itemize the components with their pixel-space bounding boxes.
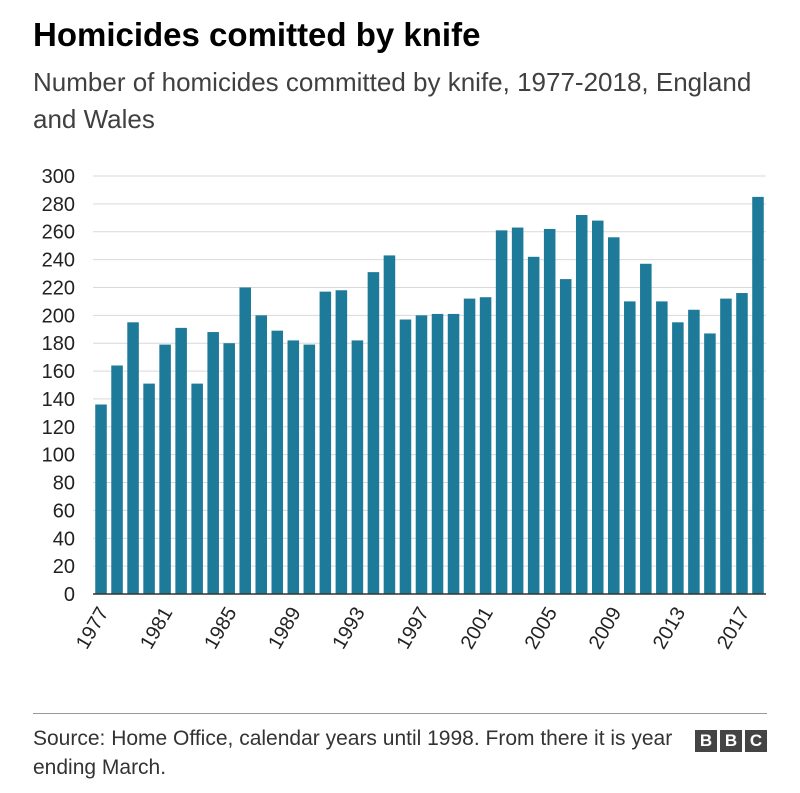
x-tick-label: 2009 [585, 604, 626, 654]
bar-2015: 2015: 187 [704, 333, 716, 594]
y-tick-label: 80 [53, 473, 75, 495]
bar-1987: 1987: 200 [255, 315, 268, 594]
y-tick-label: 300 [42, 166, 75, 188]
bar-1995: 1995: 243 [383, 255, 396, 595]
y-tick-label: 240 [42, 250, 75, 272]
bar-1994: 1994: 231 [367, 272, 380, 594]
bar-1977: 1977: 136 [95, 404, 107, 594]
bbc-logo-letter: B [720, 730, 742, 752]
bar-1985: 1985: 180 [223, 343, 235, 594]
x-tick-label: 2013 [649, 604, 690, 654]
bar-1979: 1979: 195 [127, 322, 139, 594]
bar-2004: 2004: 242 [527, 256, 540, 594]
y-tick-label: 160 [42, 361, 75, 383]
bbc-logo: B B C [695, 730, 767, 752]
bar-2017: 2017: 216 [736, 293, 748, 594]
x-tick-label: 2017 [713, 604, 754, 654]
bbc-logo-letter: C [745, 730, 767, 752]
bar-2000: 2000: 212 [463, 298, 476, 594]
bar-1981: 1981: 179 [159, 344, 171, 594]
bar-2012: 2012: 210 [656, 301, 668, 594]
y-tick-label: 120 [42, 417, 75, 439]
chart-title: Homicides comitted by knife [33, 16, 481, 53]
y-tick-label: 0 [64, 584, 75, 606]
y-tick-label: 180 [42, 333, 75, 355]
y-tick-label: 40 [53, 528, 75, 550]
y-tick-label: 200 [42, 305, 75, 327]
bar-2009: 2009: 256 [608, 237, 620, 594]
bar-1980: 1980: 151 [143, 383, 155, 594]
x-tick-label: 1993 [328, 604, 369, 654]
x-tick-label: 2001 [457, 604, 498, 654]
bar-2005: 2005: 262 [543, 228, 556, 594]
y-tick-label: 280 [42, 194, 75, 216]
bar-chart: 1977: 136 1978: 164 1979: 195 1980: 151 1981… [42, 166, 766, 654]
bar-1992: 1992: 218 [335, 290, 348, 594]
bar-2010: 2010: 210 [624, 301, 636, 594]
footer-divider [33, 713, 767, 714]
bar-1990: 1990: 179 [303, 344, 316, 594]
bar-1978: 1978: 164 [111, 365, 123, 594]
bar-1999: 1999: 201 [447, 313, 460, 594]
y-tick-label: 220 [42, 277, 75, 299]
bar-2003: 2003: 263 [511, 227, 524, 594]
y-tick-label: 60 [53, 500, 75, 522]
bar-1984: 1984: 188 [207, 332, 219, 594]
x-tick-label: 1977 [72, 604, 113, 654]
bar-2001: 2001: 213 [479, 297, 492, 594]
bar-2008: 2008: 268 [591, 220, 604, 594]
bar-1989: 1989: 182 [287, 340, 300, 594]
bar-2016: 2016: 212 [720, 298, 732, 594]
bbc-logo-letter: B [695, 730, 717, 752]
bar-1996: 1996: 197 [399, 319, 412, 594]
bar-1982: 1982: 191 [175, 327, 187, 594]
bar-2007: 2007: 272 [575, 215, 588, 594]
x-tick-label: 1997 [393, 604, 434, 654]
x-tick-label: 1981 [136, 604, 177, 654]
bar-1998: 1998: 201 [431, 313, 444, 594]
bars: 1977: 136 1978: 164 1979: 195 1980: 151 1981… [95, 196, 764, 595]
x-tick-label: 1989 [264, 604, 305, 654]
y-tick-label: 100 [42, 445, 75, 467]
y-tick-label: 140 [42, 389, 75, 411]
y-tick-label: 260 [42, 222, 75, 244]
x-tick-label: 2005 [521, 604, 562, 654]
bar-1997: 1997: 200 [415, 315, 428, 594]
bar-2011: 2011: 237 [640, 263, 652, 594]
bar-1983: 1983: 151 [191, 383, 203, 594]
source-note: Source: Home Office, calendar years unti… [33, 727, 673, 779]
bar-1986: 1986: 220 [239, 287, 251, 594]
bar-2018: 2018: 285 [752, 196, 764, 594]
chart-subtitle: Number of homicides committed by knife, … [33, 67, 752, 134]
bar-2006: 2006: 226 [559, 279, 572, 594]
y-tick-label: 20 [53, 556, 75, 578]
bar-1993: 1993: 182 [351, 340, 364, 594]
gridlines [93, 175, 766, 567]
bar-1988: 1988: 189 [271, 330, 284, 594]
bar-1991: 1991: 217 [319, 291, 332, 594]
bar-2013: 2013: 195 [672, 322, 684, 594]
x-tick-label: 1985 [200, 604, 241, 654]
